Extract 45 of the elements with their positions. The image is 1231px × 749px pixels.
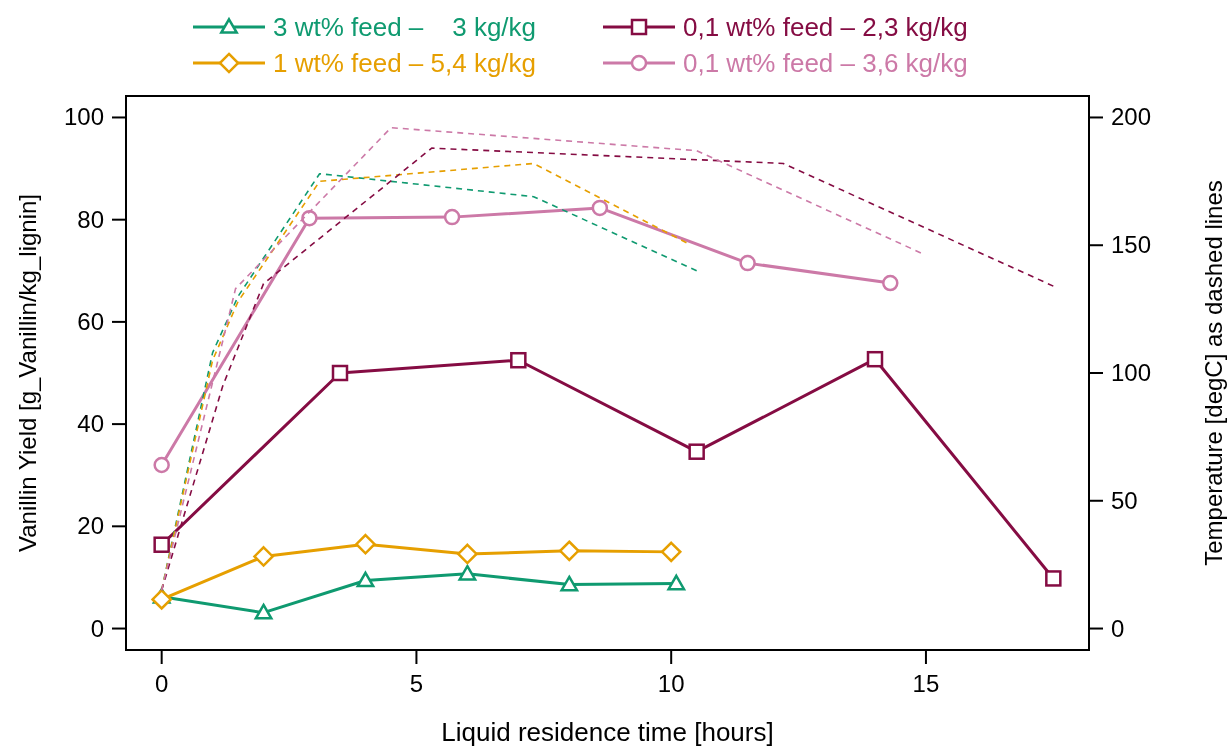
point (443, 208, 461, 226)
y2-axis-title: Temperature [degC] as dashed lines (1200, 180, 1227, 566)
point (355, 533, 376, 555)
point (882, 274, 899, 292)
point (151, 589, 173, 610)
y-tick-label: 60 (77, 307, 104, 335)
point (1045, 570, 1062, 587)
point (253, 546, 274, 567)
point (688, 443, 705, 460)
legend-label: 0,1 wt% feed – 2,3 kg/kg (683, 12, 968, 42)
point (458, 564, 477, 581)
y-tick-label: 0 (90, 614, 104, 642)
point (660, 541, 682, 563)
legend-label: 3 wt% feed – 3 kg/kg (273, 12, 537, 42)
point (558, 540, 580, 562)
x-tick-label: 15 (912, 670, 940, 697)
y2-tick-label: 200 (1111, 103, 1152, 131)
y2-tick-label: 150 (1111, 231, 1152, 259)
y-axis-title: Vanillin Yield [g_Vanillin/kg_lignin] (14, 193, 41, 553)
point (153, 456, 170, 474)
point (739, 254, 756, 272)
y2-tick-label: 100 (1111, 359, 1152, 386)
point (331, 364, 349, 382)
x-tick-label: 5 (409, 670, 424, 697)
legend-label: 0,1 wt% feed – 3,6 kg/kg (683, 48, 968, 78)
point (153, 536, 170, 553)
y2-tick-label: 50 (1111, 486, 1138, 514)
y-tick-label: 80 (77, 205, 104, 233)
point (560, 575, 579, 592)
y2-tick-label: 0 (1111, 614, 1125, 642)
y-tick-label: 20 (77, 512, 104, 540)
point (301, 209, 318, 227)
point (356, 571, 375, 588)
point (866, 350, 884, 368)
legend-label: 1 wt% feed – 5,4 kg/kg (273, 48, 537, 78)
point (457, 543, 478, 565)
y-tick-label: 40 (77, 410, 104, 438)
y-tick-label: 100 (63, 103, 104, 131)
point (667, 574, 686, 591)
x-axis-title: Liquid residence time [hours] (441, 717, 774, 747)
point (591, 199, 609, 217)
point (510, 351, 527, 369)
point (254, 603, 273, 620)
x-tick-label: 10 (657, 670, 685, 697)
x-tick-label: 0 (154, 670, 169, 697)
